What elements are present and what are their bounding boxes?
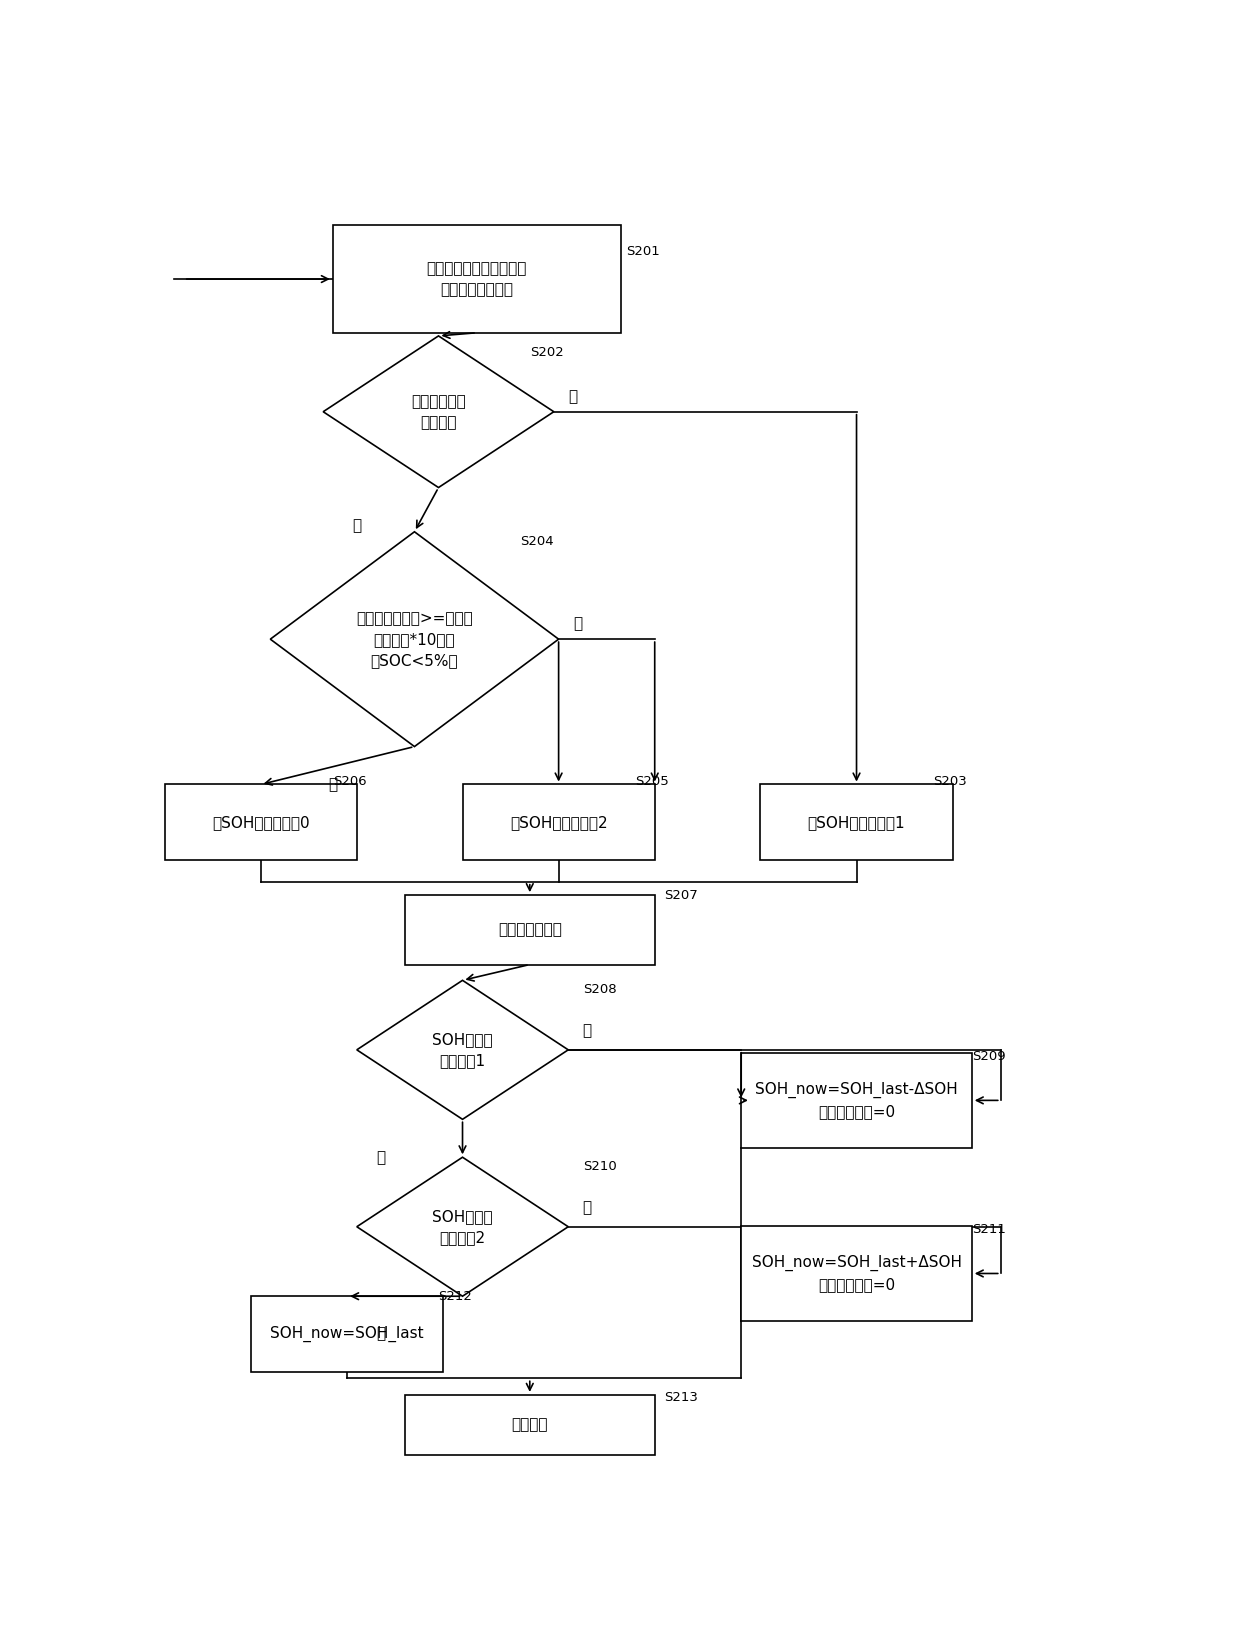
Text: 否: 否 [327,776,337,793]
Polygon shape [357,1157,568,1296]
Bar [404,894,655,965]
Text: SOH系数的
标记等于2: SOH系数的 标记等于2 [433,1209,492,1246]
Text: SOH系数的
标记等于1: SOH系数的 标记等于1 [433,1032,492,1068]
Text: 充电结束: 充电结束 [512,1418,548,1433]
Text: 是: 是 [568,389,578,404]
Text: （累计放电容量>=电池包
标称容量*10）且
（SOC<5%）: （累计放电容量>=电池包 标称容量*10）且 （SOC<5%） [356,610,472,668]
Bar [404,1395,655,1456]
Text: 将SOH系数标记为0: 将SOH系数标记为0 [212,816,310,830]
Text: 将SOH系数标记为2: 将SOH系数标记为2 [510,816,608,830]
Text: S201: S201 [626,245,660,258]
Text: S209: S209 [972,1050,1006,1063]
Text: SOH_now=SOH_last: SOH_now=SOH_last [270,1326,424,1342]
Text: S203: S203 [934,776,967,788]
Text: 是: 是 [573,617,582,632]
Bar [332,225,621,333]
Text: S202: S202 [529,346,563,359]
Bar [760,784,952,860]
Text: 否: 否 [376,1326,386,1342]
Text: 是: 是 [583,1024,591,1039]
Text: S208: S208 [583,983,616,996]
Text: S211: S211 [972,1223,1006,1236]
Text: S212: S212 [439,1290,472,1303]
Text: 在电动汽车一次放电过程
中，获取放电数据: 在电动汽车一次放电过程 中，获取放电数据 [427,261,527,297]
Text: 是: 是 [583,1200,591,1216]
Text: S206: S206 [332,776,366,788]
Text: S204: S204 [521,535,554,548]
Bar [742,1054,972,1147]
Bar [165,784,357,860]
Text: 否: 否 [352,519,361,533]
Bar [742,1226,972,1321]
Text: 否: 否 [376,1150,386,1165]
Text: 将SOH系数标记为1: 将SOH系数标记为1 [807,816,905,830]
Text: S207: S207 [665,889,698,903]
Polygon shape [270,532,559,747]
Bar [250,1296,444,1372]
Text: SOH_now=SOH_last-ΔSOH
累计放电容量=0: SOH_now=SOH_last-ΔSOH 累计放电容量=0 [755,1081,959,1119]
Text: SOH_now=SOH_last+ΔSOH
累计放电容量=0: SOH_now=SOH_last+ΔSOH 累计放电容量=0 [751,1255,961,1291]
Text: S205: S205 [635,776,670,788]
Polygon shape [324,336,554,487]
Bar [463,784,655,860]
Text: 是否存在第一
电池单体: 是否存在第一 电池单体 [412,394,466,430]
Polygon shape [357,980,568,1119]
Text: S213: S213 [665,1392,698,1403]
Text: 下一次充电过程: 下一次充电过程 [497,922,562,937]
Text: S210: S210 [583,1160,616,1173]
